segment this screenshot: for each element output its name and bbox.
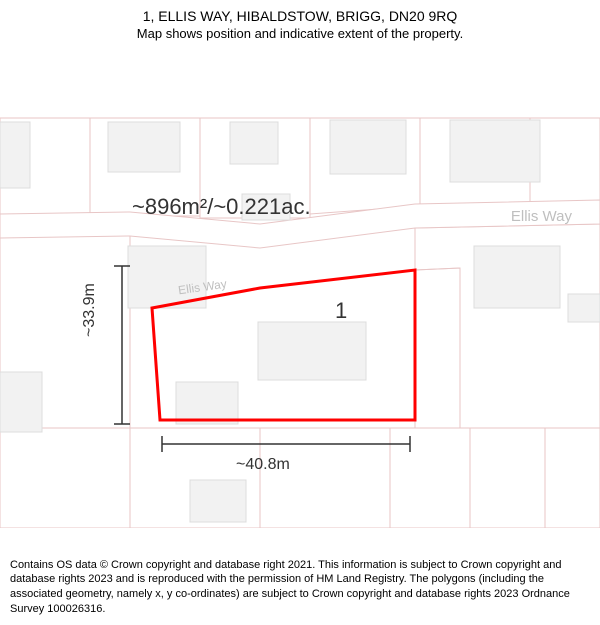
page-subtitle: Map shows position and indicative extent… <box>10 26 590 41</box>
area-label: ~896m²/~0.221ac. <box>132 194 311 220</box>
map-area: ~896m²/~0.221ac. Ellis Way Ellis Way 1 ~… <box>0 48 600 528</box>
property-number-label: 1 <box>335 298 347 324</box>
dimension-width-label: ~40.8m <box>236 456 290 474</box>
copyright-footer: Contains OS data © Crown copyright and d… <box>10 558 590 617</box>
road-label-main: Ellis Way <box>511 208 572 225</box>
dimension-height-label: ~33.9m <box>81 283 99 337</box>
page-title: 1, ELLIS WAY, HIBALDSTOW, BRIGG, DN20 9R… <box>10 8 590 24</box>
header: 1, ELLIS WAY, HIBALDSTOW, BRIGG, DN20 9R… <box>0 0 600 45</box>
